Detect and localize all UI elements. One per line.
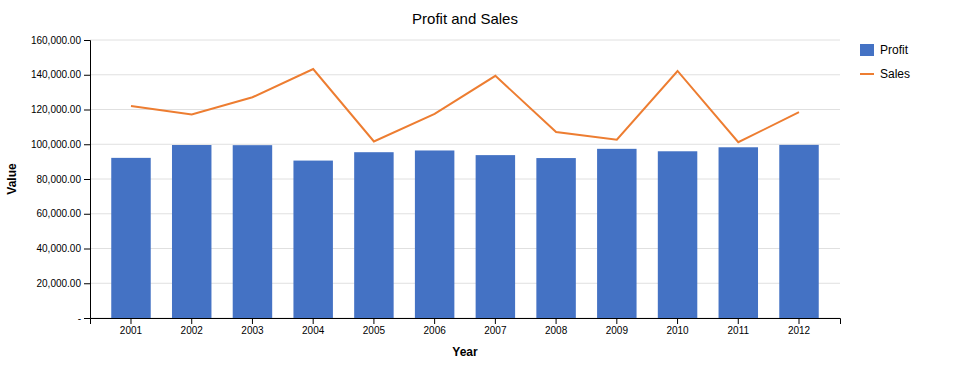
tick: 80,000.00	[37, 174, 91, 185]
bar	[536, 158, 575, 318]
line	[131, 69, 799, 142]
tick-mark	[130, 318, 131, 324]
tick-mark	[84, 179, 90, 180]
tick-label: 2007	[484, 325, 507, 336]
bar	[415, 150, 454, 318]
tick: 120,000.00	[31, 104, 90, 115]
tick: 100,000.00	[31, 139, 90, 150]
tick-mark	[191, 318, 192, 324]
tick-mark	[556, 318, 557, 324]
tick: 60,000.00	[37, 208, 91, 219]
tick-mark	[738, 318, 739, 324]
tick: -	[78, 313, 90, 324]
tick-mark	[84, 283, 90, 284]
tick: 2011	[728, 318, 750, 336]
tick-mark	[799, 318, 800, 324]
tick: 2002	[181, 318, 204, 336]
tick: 140,000.00	[31, 69, 90, 80]
tick-mark	[677, 318, 678, 324]
grid-line	[90, 74, 840, 75]
bar	[658, 151, 697, 318]
tick: 2006	[424, 318, 447, 336]
tick: 2010	[666, 318, 689, 336]
marks	[111, 69, 818, 318]
tick-label: 2001	[120, 325, 143, 336]
legend-label: Profit	[880, 43, 909, 57]
tick-label: -	[78, 313, 81, 324]
tick-label: 40,000.00	[37, 243, 82, 254]
title: Profit and Sales	[412, 10, 518, 27]
tick-label: 2005	[363, 325, 386, 336]
tick: 2004	[302, 318, 325, 336]
tick-mark	[84, 249, 90, 250]
tick-label: 60,000.00	[37, 208, 82, 219]
axis-line	[84, 41, 91, 319]
bar-series	[111, 145, 818, 318]
tick: 2001	[120, 318, 143, 336]
legend-item: Sales	[860, 67, 910, 81]
bar	[354, 152, 393, 318]
tick-label: 140,000.00	[31, 69, 81, 80]
tick: 40,000.00	[37, 243, 91, 254]
tick-label: 2004	[302, 325, 325, 336]
tick-mark	[313, 318, 314, 324]
grid-line	[90, 109, 840, 110]
tick: 2007	[484, 318, 507, 336]
tick-mark	[373, 318, 374, 324]
tick-mark	[252, 318, 253, 324]
tick-label: 2012	[788, 325, 811, 336]
bar	[293, 161, 332, 318]
tick-mark	[84, 144, 90, 145]
x-axis: 2001 2002 2003 2004 2005 2006 2007 2008 2009 2010…	[91, 318, 841, 336]
bar	[597, 149, 636, 318]
grid-line	[90, 144, 840, 145]
y-axis-title: Value	[5, 163, 19, 195]
legend: Profit Sales	[860, 43, 910, 81]
tick-label: 160,000.00	[31, 35, 81, 46]
chart: - 20,000.00 40,000.00 60,000.00 80,000.00 100…	[0, 0, 960, 366]
bar	[779, 145, 818, 318]
y-axis: - 20,000.00 40,000.00 60,000.00 80,000.00 100…	[31, 35, 91, 324]
tick-mark	[495, 318, 496, 324]
bar	[476, 155, 515, 318]
tick-label: 20,000.00	[37, 278, 82, 289]
bar	[233, 145, 272, 318]
tick-label: 2002	[181, 325, 204, 336]
tick-mark	[84, 110, 90, 111]
tick: 2009	[606, 318, 629, 336]
tick-label: 80,000.00	[37, 174, 82, 185]
bar	[719, 147, 758, 318]
tick: 2012	[788, 318, 811, 336]
tick-mark	[84, 318, 90, 319]
tick: 2003	[241, 318, 264, 336]
tick-mark	[84, 40, 90, 41]
tick-label: 2006	[424, 325, 447, 336]
tick-mark	[434, 318, 435, 324]
tick: 160,000.00	[31, 35, 90, 46]
legend-label: Sales	[880, 67, 910, 81]
grid	[90, 40, 840, 318]
tick-mark	[616, 318, 617, 324]
axis-line	[91, 319, 841, 325]
legend-swatch	[860, 73, 874, 75]
tick-label: 2008	[545, 325, 568, 336]
tick: 20,000.00	[37, 278, 91, 289]
tick-label: 2011	[728, 325, 750, 336]
tick-mark	[84, 75, 90, 76]
bar	[172, 145, 211, 318]
tick-label: 2003	[241, 325, 264, 336]
tick: 2005	[363, 318, 386, 336]
plot: - 20,000.00 40,000.00 60,000.00 80,000.00 100…	[31, 35, 841, 336]
tick-label: 120,000.00	[31, 104, 81, 115]
tick-label: 2009	[606, 325, 629, 336]
bar	[111, 158, 150, 318]
tick-label: 2010	[666, 325, 689, 336]
tick-label: 100,000.00	[31, 139, 81, 150]
legend-swatch	[860, 44, 874, 56]
grid-line	[90, 40, 840, 41]
tick-mark	[84, 214, 90, 215]
tick: 2008	[545, 318, 568, 336]
legend-item: Profit	[860, 43, 909, 57]
x-axis-title: Year	[452, 345, 478, 359]
